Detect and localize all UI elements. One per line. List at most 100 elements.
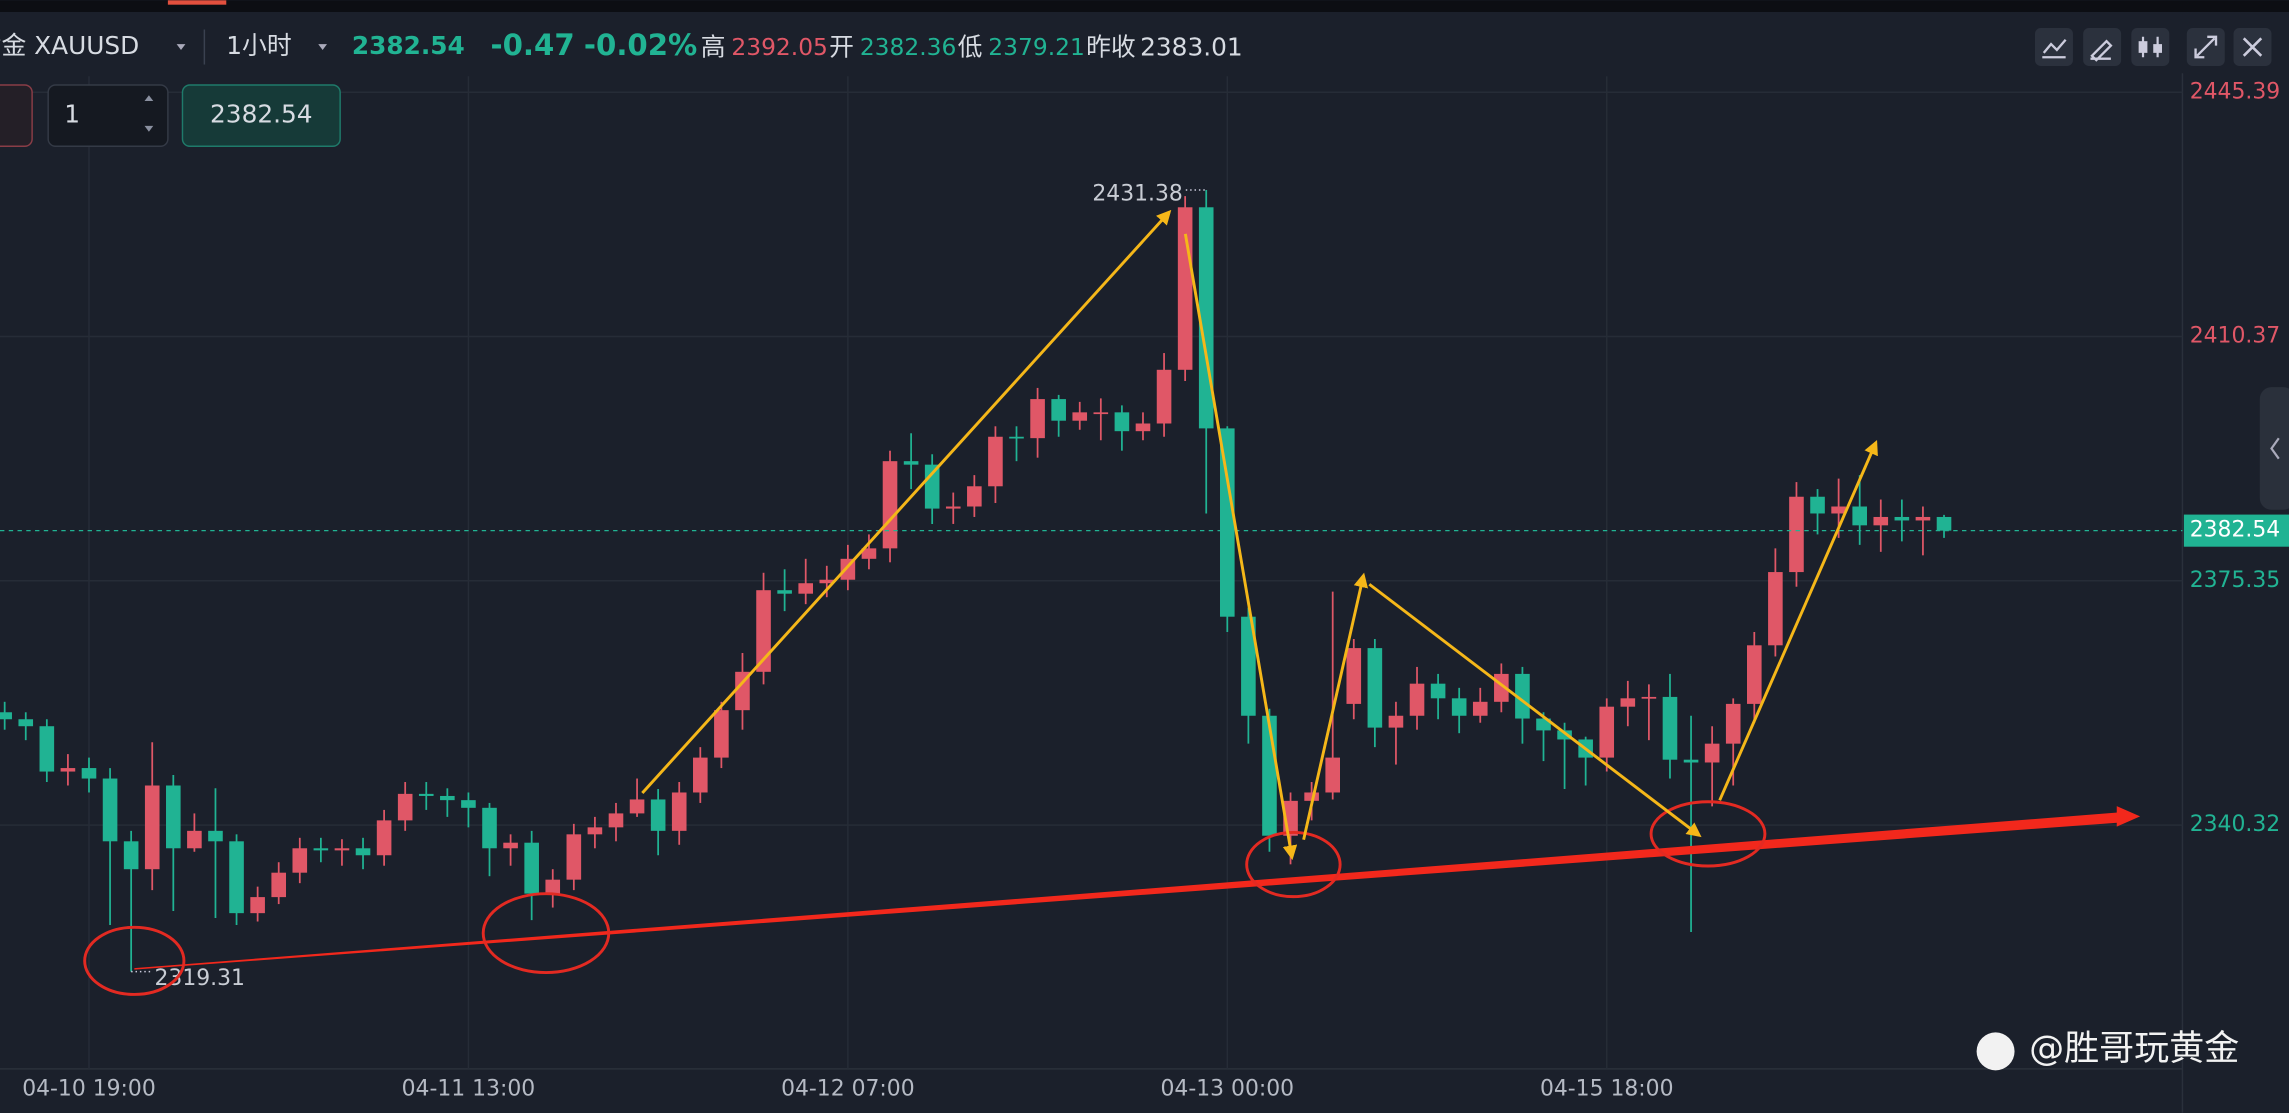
candle-body	[967, 486, 982, 507]
candle-body	[1641, 696, 1657, 699]
candle-body	[313, 848, 329, 851]
candle-body	[208, 830, 223, 842]
prev-label: 昨收	[1086, 32, 1136, 61]
circle	[481, 892, 611, 975]
candle-body	[440, 795, 455, 801]
high-label: 高	[701, 32, 726, 61]
candle-body	[418, 793, 434, 796]
candle-body	[1789, 496, 1804, 573]
candle-body	[1873, 516, 1889, 526]
price: 2382.54	[352, 31, 465, 60]
candle-body	[714, 710, 729, 758]
candle-body	[777, 590, 792, 594]
candle-body	[945, 506, 961, 509]
candle-body	[376, 820, 392, 856]
candle-body	[1241, 616, 1256, 716]
candle-body	[123, 841, 139, 870]
x-tick-label: 04-10 19:00	[22, 1076, 156, 1101]
candle-body	[1662, 696, 1678, 760]
candle-body	[334, 848, 350, 851]
candle-body	[566, 834, 582, 880]
candle-body	[608, 813, 624, 828]
candle-body	[1894, 516, 1910, 521]
price-button[interactable]	[181, 84, 341, 148]
low-label: 低	[958, 32, 983, 61]
prev: 2383.01	[1140, 32, 1243, 61]
candle-body	[1430, 683, 1446, 699]
candles: 2382.54 2431.38 2319.31	[0, 181, 2289, 991]
candle-body	[629, 799, 645, 814]
candle-body	[1114, 412, 1130, 432]
candle-body	[587, 827, 603, 835]
quantity: 1	[64, 100, 80, 129]
candle-body	[1367, 648, 1383, 728]
candle-body	[166, 785, 181, 849]
icon	[2270, 437, 2280, 460]
candle-body	[1220, 428, 1235, 617]
min-note: 2319.31	[155, 966, 245, 991]
candle-body	[1388, 715, 1404, 728]
candle-body	[1346, 648, 1362, 704]
candle-body	[503, 842, 518, 849]
arrow	[641, 209, 1172, 794]
candle-body	[1852, 506, 1867, 526]
change-pct: -0.02%	[584, 28, 697, 62]
candle-body	[903, 461, 919, 465]
candle-body	[1325, 757, 1340, 793]
candle-body	[988, 436, 1003, 487]
candle-body	[819, 579, 835, 584]
candle-body	[1009, 436, 1024, 439]
icon	[2090, 39, 2113, 62]
candle-body	[0, 712, 12, 720]
annotations	[83, 209, 2141, 996]
icon	[2194, 35, 2218, 59]
tool-button[interactable]	[2131, 28, 2170, 66]
circle	[83, 925, 186, 996]
candle-body	[1746, 645, 1762, 704]
dropdown	[176, 44, 186, 50]
quantity-input[interactable]	[47, 84, 169, 148]
candle-body	[693, 757, 708, 793]
y-tick-label: 2410.37	[2190, 324, 2280, 349]
candle-body	[1831, 506, 1846, 514]
side-button[interactable]	[0, 84, 33, 148]
candle-body	[1536, 718, 1551, 731]
high: 2392.05	[731, 33, 828, 61]
toolbar	[2034, 28, 2272, 66]
candle-body	[1704, 743, 1720, 763]
candle-body	[39, 726, 55, 772]
icon	[2242, 37, 2263, 57]
candle-body	[229, 841, 244, 914]
icon	[2153, 44, 2162, 53]
candle-body	[1051, 399, 1066, 421]
candle-body	[650, 799, 666, 831]
candle-body	[482, 807, 497, 849]
open-label: 开	[829, 32, 854, 61]
candle-body	[735, 671, 750, 711]
candle-body	[1936, 516, 1952, 531]
candle-body	[1915, 516, 1931, 521]
candle-body	[1472, 701, 1488, 716]
candle-body	[756, 590, 771, 672]
candle-body	[292, 848, 308, 873]
candle-body	[1093, 412, 1109, 415]
arrow	[1718, 439, 1878, 801]
candle-body	[524, 842, 539, 894]
interval[interactable]: 1小时	[226, 31, 291, 60]
arrow	[1302, 572, 1369, 841]
symbol[interactable]: 黄金 XAUUSD	[0, 31, 139, 60]
last-price-box	[2183, 514, 2289, 547]
x-tick-label: 04-12 07:00	[781, 1076, 915, 1101]
candle-body	[1599, 706, 1615, 758]
candle-body	[397, 793, 413, 821]
candle-body	[861, 548, 877, 559]
candle-body	[545, 879, 561, 894]
candle-body	[1768, 572, 1783, 646]
candle-body	[1557, 730, 1572, 740]
side-handle[interactable]	[2259, 387, 2289, 510]
y-tick-label: 2445.39	[2190, 79, 2280, 104]
candle-body	[102, 778, 118, 842]
